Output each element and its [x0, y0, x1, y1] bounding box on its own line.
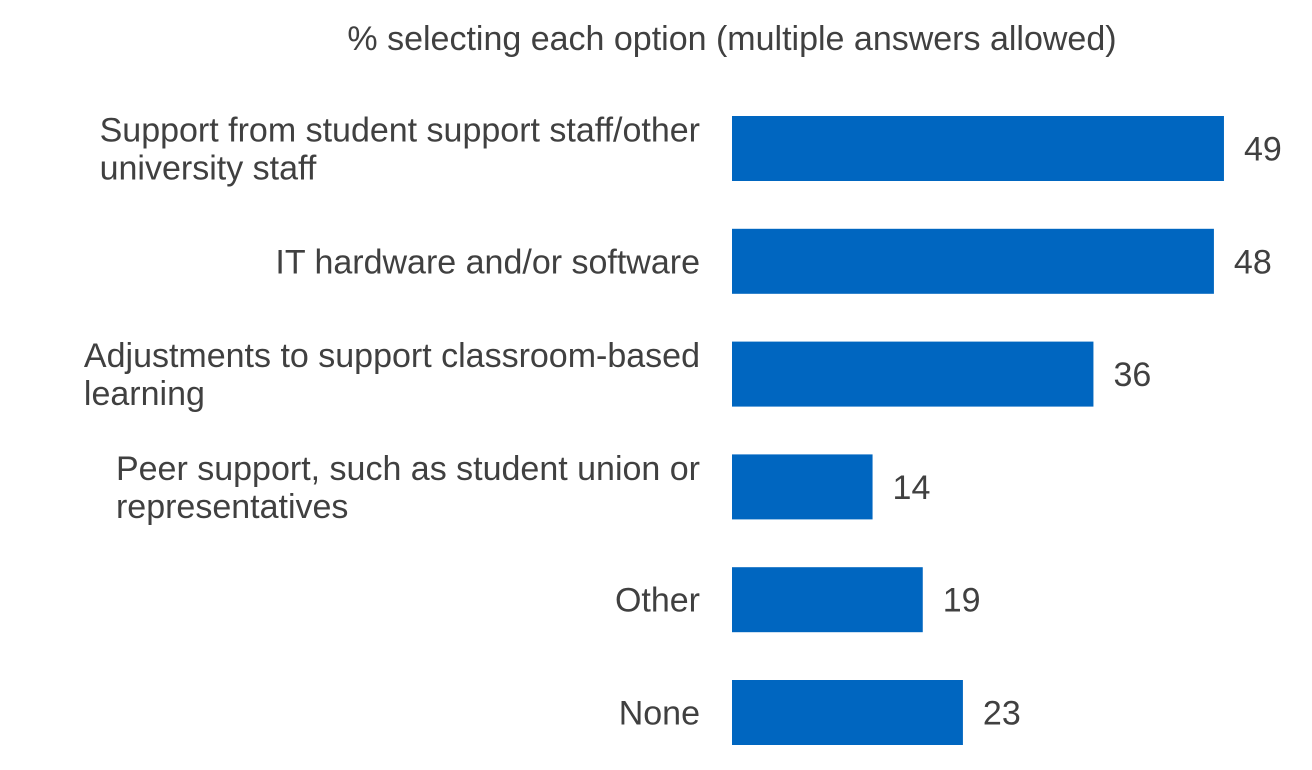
category-label: Peer support, such as student union or re… [116, 450, 700, 526]
category-label: Support from student support staff/other… [100, 112, 700, 188]
bar [732, 228, 1214, 294]
data-label: 19 [943, 582, 981, 620]
category-label: Other [615, 582, 700, 620]
category-label: None [619, 695, 700, 733]
bar [732, 341, 1094, 407]
bar [732, 567, 923, 633]
bar [732, 116, 1224, 181]
chart-title: % selecting each option (multiple answer… [347, 20, 1116, 58]
data-label: 48 [1234, 243, 1272, 281]
bars-group [732, 116, 1224, 745]
category-labels: Support from student support staff/other… [84, 112, 700, 733]
data-label: 36 [1113, 356, 1151, 394]
bar [732, 680, 963, 745]
category-label: IT hardware and/or software [275, 243, 700, 281]
value-labels: 49 48 36 14 19 23 [893, 131, 1282, 733]
data-label: 49 [1244, 131, 1282, 169]
bar [732, 454, 873, 520]
data-label: 14 [893, 469, 931, 507]
category-label: Adjustments to support classroom-based le… [84, 337, 700, 413]
data-label: 23 [983, 695, 1021, 733]
